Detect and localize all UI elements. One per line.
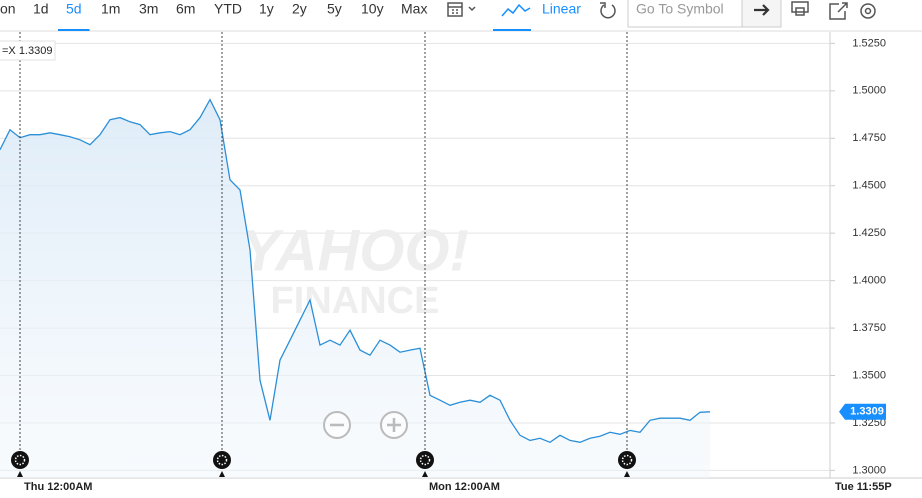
watermark: FINANCE xyxy=(271,280,440,322)
event-pointer xyxy=(17,471,23,477)
range-button[interactable]: 2y xyxy=(292,1,307,17)
calendar-grid xyxy=(448,6,462,14)
event-marker-inner xyxy=(419,454,431,466)
symbol-label: =X 1.3309 xyxy=(2,45,52,57)
range-button[interactable]: 1m xyxy=(101,1,120,17)
print-paper xyxy=(795,7,805,16)
x-tick-label: Tue 11:55P xyxy=(835,481,892,493)
event-marker[interactable] xyxy=(11,451,29,469)
toolbar: Linear Go To Symbol on 1d 5d 1m 3m 6m YTD 1y 2y 5… xyxy=(0,0,922,32)
range-button[interactable]: 5y xyxy=(327,1,342,17)
x-tick-label: Mon 12:00AM xyxy=(429,481,500,493)
y-tick-label: 1.4250 xyxy=(852,227,886,239)
range-button[interactable]: YTD xyxy=(214,1,242,17)
x-tick-label: Thu 12:00AM xyxy=(24,481,92,493)
price-badge xyxy=(839,403,886,420)
y-tick-label: 1.3250 xyxy=(852,417,886,429)
undo-button[interactable] xyxy=(600,2,616,19)
event-marker-inner xyxy=(621,454,633,466)
chart-type-button[interactable] xyxy=(493,3,531,31)
event-pointer xyxy=(422,471,428,477)
symbol-input[interactable] xyxy=(627,0,743,28)
plot: 1.3000 1.3250 1.3500 1.3750 1.4000 1.4250 1.45… xyxy=(0,32,922,493)
print-icon xyxy=(791,1,809,13)
symbol-tag xyxy=(0,40,56,61)
y-tick-label: 1.3000 xyxy=(852,464,886,476)
y-tick-label: 1.4000 xyxy=(852,275,886,287)
area xyxy=(0,99,710,478)
share-button[interactable] xyxy=(829,2,848,20)
y-tick-label: 1.5000 xyxy=(852,85,886,97)
y-tick-label: 1.4500 xyxy=(852,180,886,192)
calendar-icon xyxy=(447,2,463,17)
event-marker[interactable] xyxy=(416,451,434,469)
symbol-placeholder: Go To Symbol xyxy=(636,1,724,17)
event-marker[interactable] xyxy=(618,451,636,469)
event-pointer xyxy=(219,471,225,477)
range-button[interactable]: 1y xyxy=(259,1,274,17)
range-button[interactable]: 6m xyxy=(176,1,195,17)
watermark: YAHOO! xyxy=(241,218,469,283)
event-marker-inner xyxy=(14,454,26,466)
range-button[interactable]: 1d xyxy=(33,1,49,17)
scale-button[interactable]: Linear xyxy=(542,1,581,17)
print-button[interactable] xyxy=(791,1,809,16)
chart-icon xyxy=(501,3,531,17)
settings-icon xyxy=(860,3,876,19)
caret xyxy=(468,6,476,12)
undo-arrow xyxy=(600,2,606,8)
settings-button[interactable] xyxy=(860,3,876,19)
y-tick-label: 1.5250 xyxy=(852,37,886,49)
range-button[interactable]: 5d xyxy=(66,1,82,17)
y-tick-label: 1.3750 xyxy=(852,322,886,334)
range-button[interactable]: 10y xyxy=(361,1,384,17)
range-button[interactable]: 3m xyxy=(139,1,158,17)
range-button[interactable]: on xyxy=(0,1,16,17)
settings-hub xyxy=(864,7,872,15)
event-pointer xyxy=(624,471,630,477)
arrow-icon xyxy=(754,4,770,16)
event-marker[interactable] xyxy=(213,451,231,469)
y-tick-label: 1.4750 xyxy=(852,132,886,144)
event-marker-inner xyxy=(216,454,228,466)
zoom-icon xyxy=(387,418,401,432)
price-line xyxy=(0,98,711,444)
y-tick-label: 1.3500 xyxy=(852,369,886,381)
go-button[interactable] xyxy=(741,0,782,28)
share-icon xyxy=(829,2,848,20)
calendar-button[interactable] xyxy=(447,2,476,17)
price-badge-label: 1.3309 xyxy=(850,406,884,418)
undo-icon xyxy=(600,4,616,19)
range-button[interactable]: Max xyxy=(401,1,427,17)
